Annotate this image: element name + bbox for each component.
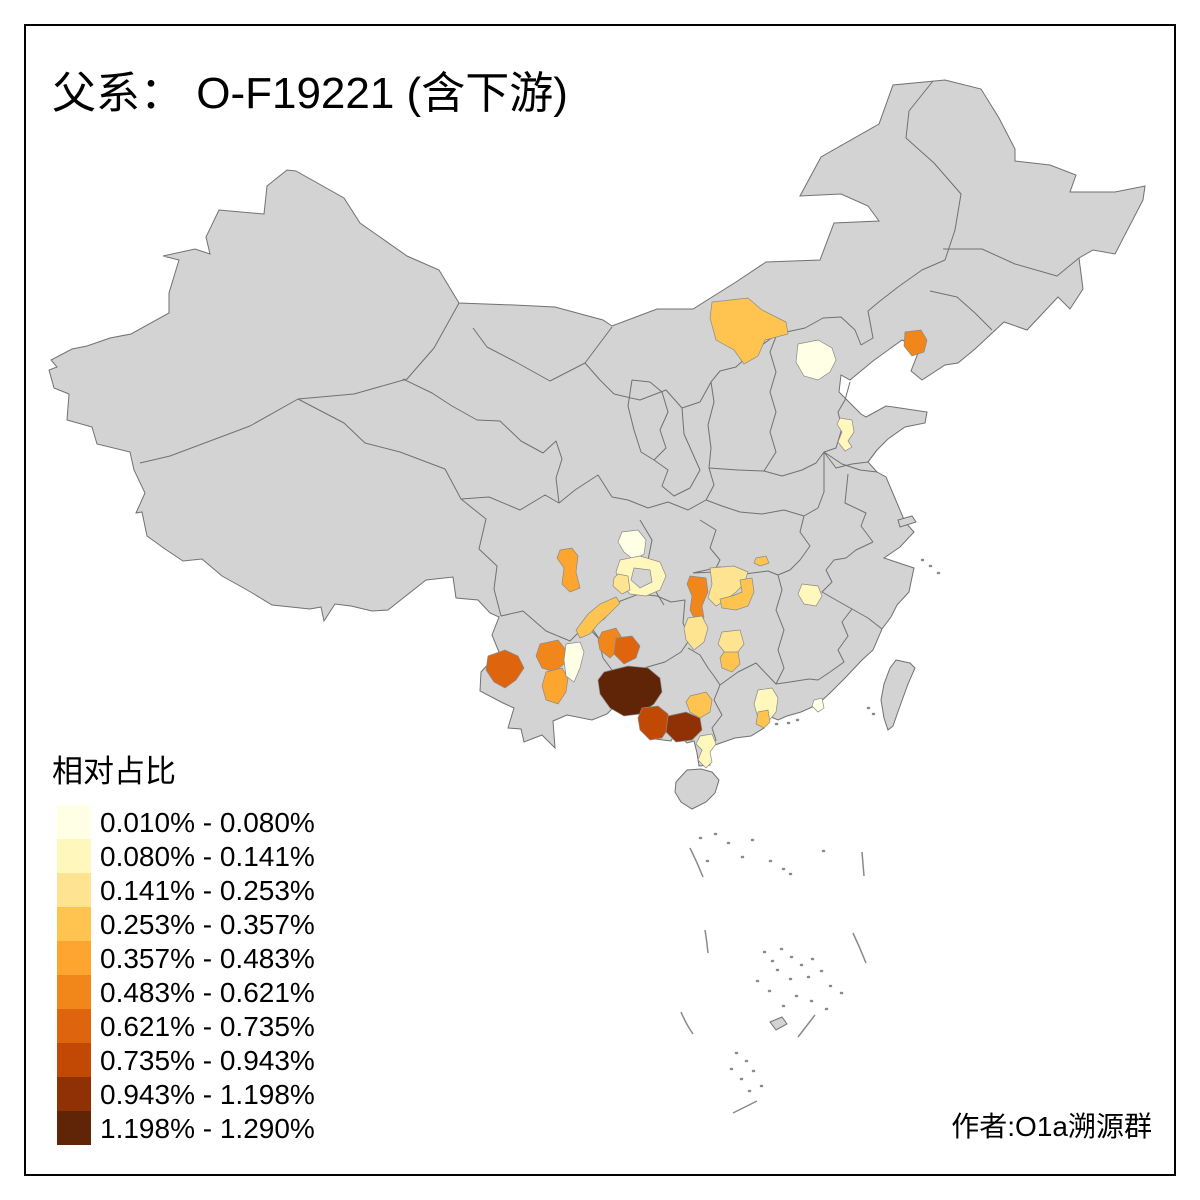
legend-swatch [57,1043,91,1077]
region-inner-mongolia-baotou [709,297,789,365]
legend-swatch [57,975,91,1009]
legend-label: 0.357% - 0.483% [100,943,315,974]
legend-label: 1.198% - 1.290% [100,1113,315,1144]
nine-dash-line-segments [680,847,867,1114]
province-borders [139,80,1080,748]
legend-label: 0.483% - 0.621% [100,977,315,1008]
legend-swatch [57,1077,91,1111]
region-guangdong-north-mid [755,709,771,729]
region-leizhou-peninsula [695,733,717,769]
paracel-islet [769,1016,788,1031]
region-xiangxi-south [719,651,741,673]
legend: 0.010% - 0.080%0.080% - 0.141%0.141% - 0… [57,805,315,1145]
legend-swatch [57,839,91,873]
legend-label: 0.253% - 0.357% [100,909,315,940]
region-chongqing-northeast-dot [753,555,770,567]
south-china-sea-island-dots [698,832,844,1093]
region-chengdu-hole [630,567,653,589]
region-sichuan-leshan [575,596,621,639]
coastal-islet-dots [774,558,941,726]
region-liaoning-panjin [903,329,928,357]
legend-label: 0.735% - 0.943% [100,1045,315,1076]
legend-swatch [57,941,91,975]
region-yunnan-chuxiong [541,667,569,705]
region-shandong-dezhou [836,417,855,452]
region-chengdu-west-wing [612,573,631,595]
region-yunnan-pale-strip [563,641,585,683]
plot-frame [24,24,1176,1176]
legend-label: 0.141% - 0.253% [100,875,315,906]
hainan-island [674,768,720,810]
legend-label: 0.010% - 0.080% [100,807,315,838]
legend-swatch [57,805,91,839]
author-credit: 作者:O1a溯源群 [951,1111,1152,1142]
region-chongqing-mid [719,577,755,611]
region-south-of-yibin [683,615,709,651]
region-sichuan-yaan [556,547,581,593]
region-yunnan-baoshan [485,649,525,689]
legend-swatch [57,907,91,941]
chongming-island [897,515,917,528]
legend-swatch [57,1111,91,1145]
region-yunnan-dali [535,639,567,673]
legend-label: 0.943% - 1.198% [100,1079,315,1110]
legend-swatch [57,873,91,907]
legend-swatch [57,1009,91,1043]
legend-title: 相对占比 [52,754,176,789]
region-xingyi [637,705,671,741]
taiwan-island [880,659,916,731]
mainland-china-outline [48,79,1146,767]
region-hunan-changsha [797,583,823,607]
legend-label: 0.080% - 0.141% [100,841,315,872]
region-beijing [795,339,837,381]
map-title: 父系： O-F19221 (含下游) [52,69,568,118]
region-chaozhou [811,697,825,713]
legend-label: 0.621% - 0.735% [100,1011,315,1042]
region-zunyi-east [613,635,641,665]
region-baise [665,711,703,743]
colored-regions-layer [485,297,928,769]
region-guangxi-hechi [685,691,713,719]
